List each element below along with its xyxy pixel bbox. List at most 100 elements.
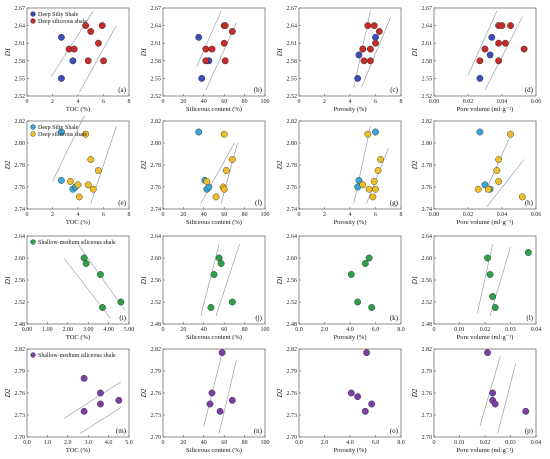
plot-frame xyxy=(433,120,537,210)
y-axis-label: D1 xyxy=(4,48,12,58)
y-tick-label: 2.76 xyxy=(422,185,433,191)
y-tick-label: 2.64 xyxy=(151,24,162,30)
x-tick-label: 40 xyxy=(201,212,207,218)
y-tick-label: 2.80 xyxy=(15,141,26,147)
plot-frame xyxy=(162,7,266,97)
y-tick-label: 2.76 xyxy=(15,185,26,191)
legend-marker xyxy=(30,239,36,245)
data-point xyxy=(484,349,491,357)
y-tick-label: 2.67 xyxy=(151,6,162,12)
data-point xyxy=(372,185,379,193)
plot-frame xyxy=(298,7,402,97)
y-axis-label: D2 xyxy=(140,388,148,398)
y-tick-label: 2.80 xyxy=(422,141,433,147)
x-tick-label: 0 xyxy=(26,212,29,218)
y-tick-label: 2.48 xyxy=(151,322,162,328)
data-point xyxy=(195,128,203,136)
data-point xyxy=(489,389,497,397)
panel-c: 2.52 2.55 2.58 2.61 2.64 2.67 0 2 4 6 8 Porosity (%… xyxy=(276,6,403,113)
x-axis-label: TOC (%) xyxy=(66,334,90,341)
trend-line xyxy=(467,10,498,76)
x-tick-label: 4 xyxy=(77,99,80,105)
data-point xyxy=(365,254,373,262)
panel-label: (p) xyxy=(525,427,534,435)
y-tick-label: 2.67 xyxy=(287,6,298,12)
x-tick-label: 0.06 xyxy=(531,212,542,218)
y-tick-label: 2.80 xyxy=(151,141,162,147)
y-tick-label: 2.64 xyxy=(151,234,162,240)
data-point xyxy=(216,407,224,415)
data-point xyxy=(476,75,484,82)
y-tick-label: 2.58 xyxy=(422,59,433,65)
x-axis-label: Pore volume (ml·g⁻¹) xyxy=(457,106,514,113)
x-tick-label: 0.04 xyxy=(497,212,508,218)
data-point xyxy=(218,349,226,357)
y-tick-label: 2.52 xyxy=(287,94,298,100)
data-point xyxy=(359,181,367,189)
data-point xyxy=(361,260,369,267)
x-tick-label: 0.03 xyxy=(505,327,516,333)
data-point xyxy=(97,400,104,408)
x-tick-label: 0.03 xyxy=(505,440,516,446)
data-point xyxy=(220,185,228,193)
legend-label: Shallow-medium siliceous shale xyxy=(38,353,116,359)
x-axis-label: TOC (%) xyxy=(66,106,90,113)
panel-k: 2.48 2.52 2.56 2.60 2.64 0.0 2.0 4.0 6.0 8.0 Poros… xyxy=(276,234,405,341)
data-point xyxy=(374,167,382,174)
data-point xyxy=(228,298,236,306)
trend-line xyxy=(366,148,389,204)
data-point xyxy=(212,193,220,201)
y-tick-label: 2.78 xyxy=(151,163,162,169)
data-point xyxy=(474,185,482,193)
legend-label: Deep siliceous shale xyxy=(38,132,87,138)
data-point xyxy=(375,28,383,35)
x-tick-label: 0 xyxy=(162,327,165,333)
y-tick-label: 2.79 xyxy=(15,369,26,375)
x-tick-label: 0 xyxy=(433,327,436,333)
data-point xyxy=(372,128,379,136)
x-tick-label: 100 xyxy=(261,440,270,446)
data-point xyxy=(354,75,362,82)
x-tick-label: 60 xyxy=(221,99,227,105)
x-tick-label: 0.0 xyxy=(295,440,303,446)
data-point xyxy=(84,181,92,189)
x-tick-label: 8 xyxy=(128,212,131,218)
data-point xyxy=(75,193,83,201)
data-point xyxy=(368,304,376,311)
panel-b: 2.52 2.55 2.58 2.61 2.64 2.67 0 20 40 60 80 100 Sili… xyxy=(140,6,270,113)
panel-label: (g) xyxy=(390,199,399,207)
data-point xyxy=(377,156,384,163)
y-axis-label: D1 xyxy=(140,48,148,58)
data-point xyxy=(476,128,484,136)
y-axis-label: D2 xyxy=(411,160,419,170)
y-tick-label: 2.79 xyxy=(287,369,298,375)
x-tick-label: 0.0 xyxy=(23,440,31,446)
data-point xyxy=(70,45,78,53)
panel-f: 2.74 2.76 2.78 2.80 2.82 0 20 40 60 80 100 Siliceou… xyxy=(140,119,270,226)
x-tick-label: 8.0 xyxy=(397,327,405,333)
y-tick-label: 2.82 xyxy=(422,119,433,125)
x-tick-label: 2 xyxy=(51,212,54,218)
y-tick-label: 2.79 xyxy=(422,369,433,375)
y-tick-label: 2.78 xyxy=(422,163,433,169)
data-point xyxy=(228,28,236,35)
data-point xyxy=(222,167,230,174)
data-point xyxy=(495,178,502,185)
legend-label: Deep Silty Shale xyxy=(38,125,79,131)
y-tick-label: 2.52 xyxy=(15,94,26,100)
panel-a: 2.52 2.55 2.58 2.61 2.64 2.67 0 2 4 6 8 TOC (%) D1 (a… xyxy=(4,6,131,113)
plot-frame xyxy=(26,348,130,438)
y-axis-label: D2 xyxy=(276,160,284,170)
y-tick-label: 2.73 xyxy=(15,413,26,419)
y-tick-label: 2.60 xyxy=(422,256,433,262)
data-point xyxy=(58,33,65,41)
panel-i: 2.48 2.52 2.56 2.60 2.64 0.00 1.00 2.00 3.00 4.00… xyxy=(4,234,134,341)
data-point xyxy=(368,400,376,408)
x-tick-label: 0.06 xyxy=(531,99,542,105)
legend-marker xyxy=(30,124,36,130)
x-tick-label: 20 xyxy=(180,440,186,446)
data-point xyxy=(80,374,88,382)
data-point xyxy=(208,389,216,397)
data-point xyxy=(361,407,369,415)
data-point xyxy=(100,57,107,65)
